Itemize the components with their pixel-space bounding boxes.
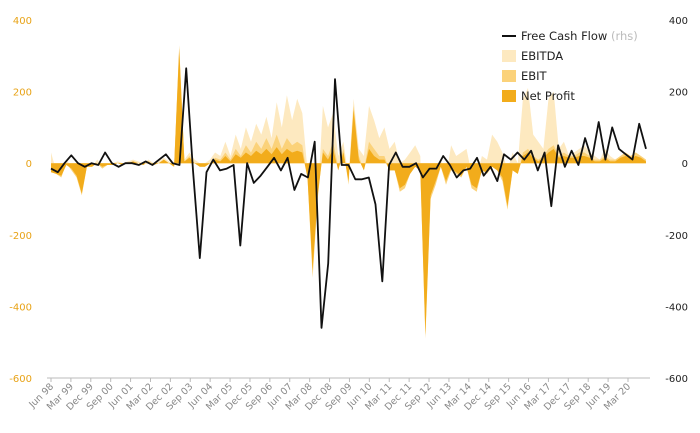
y-right-tick-label: 0 [682,159,688,170]
y-right-tick-label: 400 [669,16,688,27]
y-left-tick-label: 200 [13,88,32,99]
y-left-tick-label: 0 [26,159,32,170]
legend-swatch-net-profit [502,90,516,102]
y-left-tick-label: -600 [9,374,32,385]
y-right-tick-label: 200 [669,88,688,99]
line-free-cash-flow [50,67,647,329]
legend-swatch-ebit [502,70,516,82]
legend: Free Cash Flow (rhs) EBITDA EBIT Net Profit [502,29,638,103]
y-right-tick-label: -400 [665,302,688,313]
legend-label-net-profit: Net Profit [521,89,575,103]
legend-label-ebitda: EBITDA [521,49,563,63]
y-right-tick-label: -600 [665,374,688,385]
legend-label-ebit: EBIT [521,69,548,83]
y-left-tick-label: -200 [9,231,32,242]
legend-label-free-cash-flow: Free Cash Flow (rhs) [521,29,638,43]
y-left-tick-label: 400 [13,16,32,27]
legend-swatch-ebitda [502,50,516,62]
y-left-tick-label: -400 [9,302,32,313]
y-right-tick-label: -200 [665,231,688,242]
line-layer [50,67,647,329]
